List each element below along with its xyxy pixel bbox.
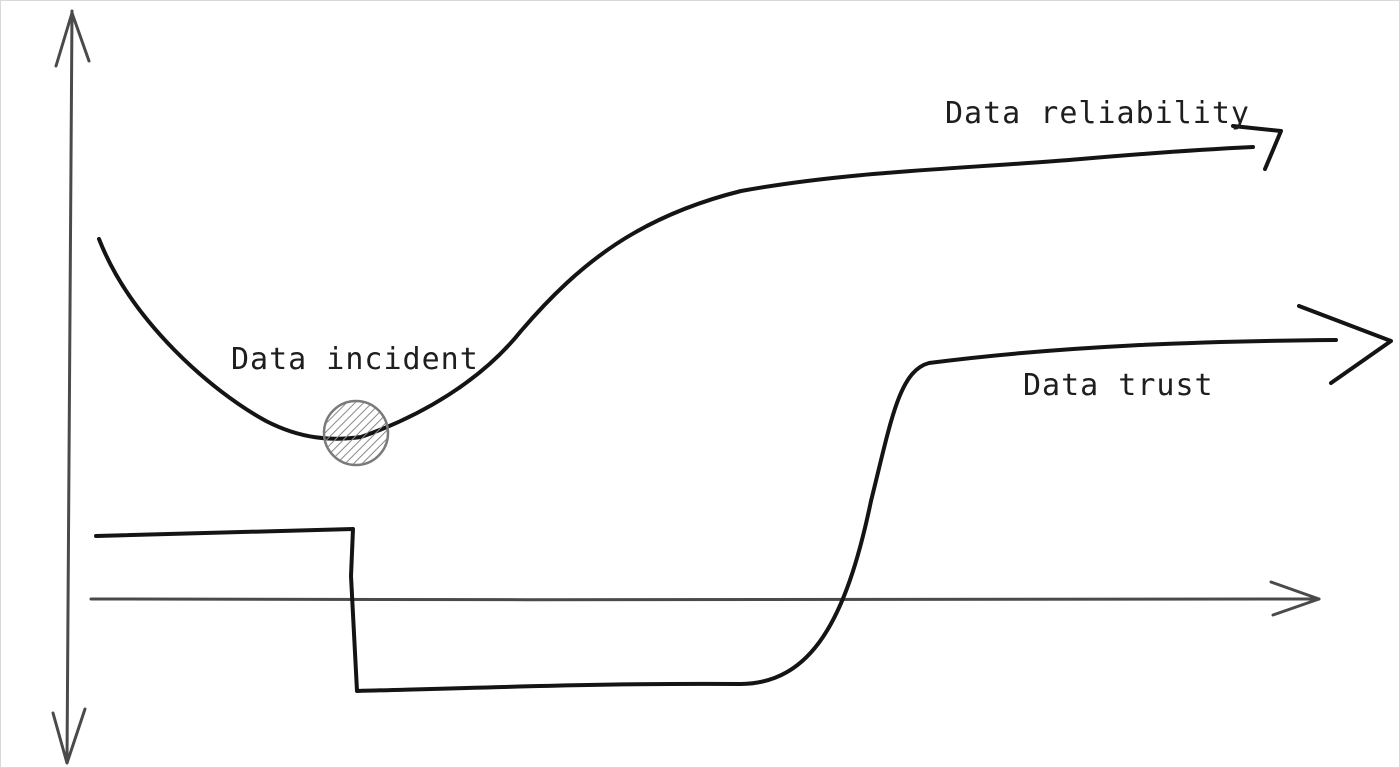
trust-series bbox=[94, 304, 1393, 693]
reliability-arrowhead bbox=[1231, 124, 1283, 171]
y-axis-bottom-arrow bbox=[51, 707, 87, 765]
trust-curve bbox=[94, 338, 1338, 693]
incident-label: Data incident bbox=[231, 342, 479, 377]
reliability-label: Data reliability bbox=[945, 96, 1250, 131]
x-axis-line bbox=[89, 597, 1321, 602]
y-axis-top-arrow bbox=[54, 11, 91, 68]
incident-marker bbox=[322, 399, 390, 467]
reliability-curve bbox=[97, 145, 1255, 441]
reliability-series bbox=[97, 124, 1283, 441]
trust-arrowhead bbox=[1297, 304, 1393, 385]
x-axis bbox=[89, 580, 1321, 617]
y-axis bbox=[51, 9, 91, 765]
trust-label: Data trust bbox=[1023, 368, 1214, 403]
y-axis-line bbox=[65, 9, 74, 763]
x-axis-arrow bbox=[1269, 580, 1321, 617]
